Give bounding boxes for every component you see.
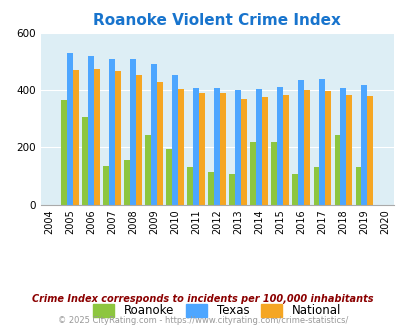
Bar [115,71,121,205]
Bar [136,75,142,205]
Title: Roanoke Violent Crime Index: Roanoke Violent Crime Index [93,13,340,28]
Legend: Roanoke, Texas, National: Roanoke, Texas, National [88,300,345,322]
Bar [229,174,235,205]
Bar [360,85,367,205]
Bar [256,89,262,205]
Bar [166,149,172,205]
Text: Crime Index corresponds to incidents per 100,000 inhabitants: Crime Index corresponds to incidents per… [32,294,373,304]
Bar [208,172,214,205]
Bar [61,100,67,205]
Bar [345,95,351,205]
Bar [88,56,94,205]
Bar [145,135,151,205]
Bar [130,59,136,205]
Bar [292,174,298,205]
Bar [73,70,79,205]
Bar [187,167,193,205]
Bar [109,59,115,205]
Bar [355,167,360,205]
Bar [198,93,205,205]
Bar [94,69,100,205]
Bar [220,93,226,205]
Bar [235,90,241,205]
Bar [367,96,372,205]
Bar [214,88,220,205]
Bar [193,88,198,205]
Bar [103,166,109,205]
Bar [262,97,267,205]
Bar [157,82,162,205]
Bar [298,80,303,205]
Bar [283,95,288,205]
Bar [324,91,330,205]
Bar [67,53,73,205]
Bar [82,117,88,205]
Bar [172,75,178,205]
Bar [339,88,345,205]
Bar [313,167,319,205]
Bar [250,142,256,205]
Bar [241,99,247,205]
Bar [319,79,324,205]
Bar [334,135,339,205]
Bar [271,142,277,205]
Bar [178,89,183,205]
Bar [151,64,157,205]
Bar [124,160,130,205]
Bar [303,90,309,205]
Text: © 2025 CityRating.com - https://www.cityrating.com/crime-statistics/: © 2025 CityRating.com - https://www.city… [58,316,347,325]
Bar [277,87,283,205]
